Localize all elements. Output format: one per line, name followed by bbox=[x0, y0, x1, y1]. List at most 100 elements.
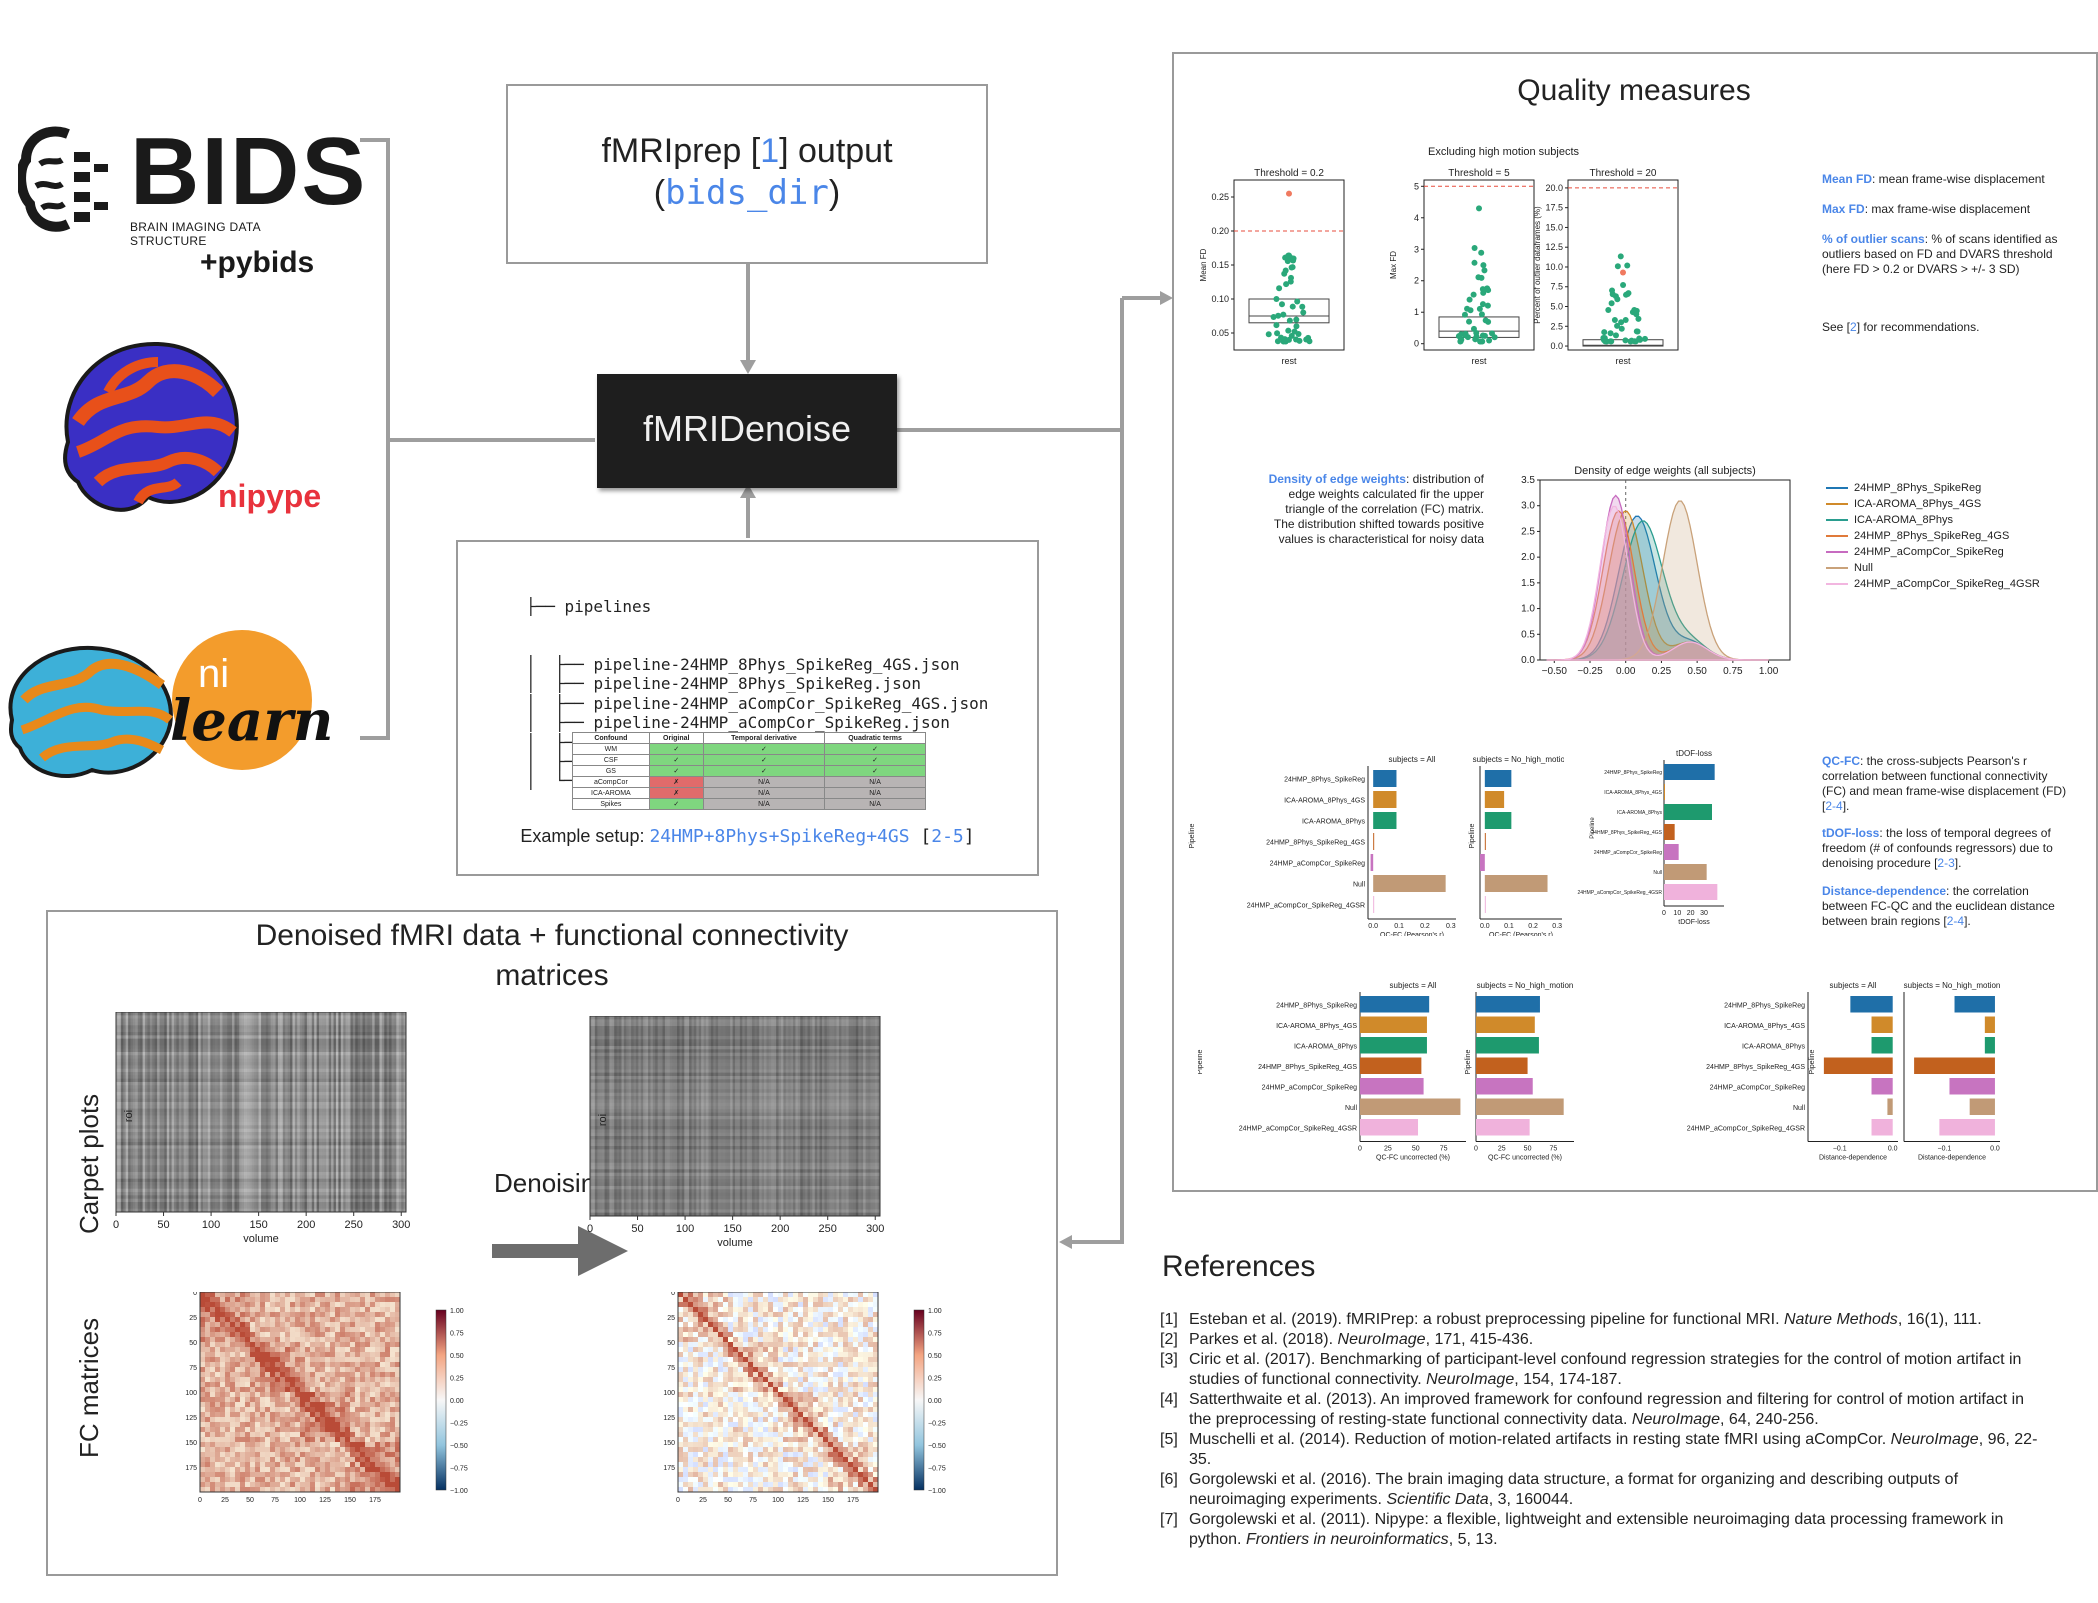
ref-link-qcfc[interactable]: 2-4 bbox=[1825, 799, 1843, 813]
fc-cell bbox=[763, 1327, 769, 1333]
fc-cell bbox=[350, 1332, 356, 1338]
fc-cell bbox=[788, 1317, 794, 1323]
fc-cell bbox=[345, 1487, 351, 1493]
fc-cell bbox=[853, 1462, 859, 1468]
fc-cell bbox=[678, 1292, 684, 1298]
fc-cell bbox=[380, 1317, 386, 1323]
reference-number: [1] bbox=[1160, 1311, 1178, 1328]
density-xtick-label: 0.00 bbox=[1616, 666, 1636, 677]
fc-cell bbox=[738, 1437, 744, 1443]
fc-cell bbox=[325, 1312, 331, 1318]
fc-cell bbox=[683, 1472, 689, 1478]
fc-cell bbox=[270, 1452, 276, 1458]
fc-cell bbox=[753, 1417, 759, 1423]
fc-cell bbox=[210, 1387, 216, 1393]
fc-cell bbox=[718, 1387, 724, 1393]
fc-cell bbox=[803, 1462, 809, 1468]
fc-cell bbox=[235, 1317, 241, 1323]
fc-cell bbox=[798, 1422, 804, 1428]
fc-cell bbox=[290, 1372, 296, 1378]
fc-cell bbox=[360, 1322, 366, 1328]
fc-cell bbox=[375, 1387, 381, 1393]
fc-cell bbox=[773, 1457, 779, 1463]
fc-cell bbox=[375, 1382, 381, 1388]
fc-cell bbox=[355, 1412, 361, 1418]
fc-cell bbox=[265, 1362, 271, 1368]
fc-cell bbox=[773, 1302, 779, 1308]
fc-cell bbox=[773, 1387, 779, 1393]
fc-cell bbox=[793, 1482, 799, 1488]
fc-cell bbox=[828, 1312, 834, 1318]
fc-cell bbox=[355, 1302, 361, 1308]
carpet-row bbox=[590, 1106, 880, 1110]
fc-cell bbox=[255, 1447, 261, 1453]
density-title: Density of edge weights (all subjects) bbox=[1574, 465, 1756, 477]
fc-cell bbox=[390, 1292, 396, 1298]
carpet-row bbox=[590, 1069, 880, 1073]
fc-cell bbox=[300, 1372, 306, 1378]
fc-cell bbox=[683, 1357, 689, 1363]
fc-cell bbox=[375, 1437, 381, 1443]
fc-cell bbox=[683, 1437, 689, 1443]
fc-cell bbox=[225, 1482, 231, 1488]
fc-cell bbox=[698, 1457, 704, 1463]
fc-cell bbox=[713, 1472, 719, 1478]
bar bbox=[1360, 1078, 1424, 1095]
fc-cell bbox=[853, 1302, 859, 1308]
fc-cell bbox=[245, 1402, 251, 1408]
fc-cell bbox=[848, 1482, 854, 1488]
fc-cell bbox=[808, 1477, 814, 1483]
fc-cell bbox=[753, 1402, 759, 1408]
fc-cell bbox=[320, 1467, 326, 1473]
carpet-stripe bbox=[698, 1016, 702, 1216]
fc-cell bbox=[375, 1372, 381, 1378]
ref-link-2-5[interactable]: 2-5 bbox=[931, 826, 964, 847]
fc-cell bbox=[380, 1452, 386, 1458]
fc-cell bbox=[808, 1292, 814, 1298]
ref-link-1[interactable]: 1 bbox=[760, 132, 780, 170]
fc-cell bbox=[275, 1367, 281, 1373]
fc-cell bbox=[265, 1387, 271, 1393]
fc-cell bbox=[718, 1357, 724, 1363]
fc-cell bbox=[713, 1357, 719, 1363]
fc-cell bbox=[250, 1367, 256, 1373]
fc-cell bbox=[360, 1317, 366, 1323]
fc-cell bbox=[713, 1302, 719, 1308]
fc-cell bbox=[305, 1297, 311, 1303]
ref-link-tdof[interactable]: 2-3 bbox=[1937, 856, 1955, 870]
fc-cell bbox=[240, 1352, 246, 1358]
fc-cell bbox=[808, 1407, 814, 1413]
fc-cell bbox=[683, 1332, 689, 1338]
fc-cell bbox=[265, 1327, 271, 1333]
fc-cell bbox=[728, 1482, 734, 1488]
fc-cell bbox=[360, 1297, 366, 1303]
carpet-ylabel: roi bbox=[597, 1114, 609, 1126]
fc-cell bbox=[340, 1427, 346, 1433]
fc-cell bbox=[743, 1482, 749, 1488]
fc-cell bbox=[738, 1422, 744, 1428]
ref-link-dist[interactable]: 2-4 bbox=[1946, 914, 1965, 928]
fc-cell bbox=[395, 1437, 401, 1443]
fc-cell bbox=[320, 1482, 326, 1488]
carpet-row bbox=[590, 1036, 880, 1040]
ref-link-2[interactable]: 2 bbox=[1850, 320, 1857, 334]
fc-cell bbox=[280, 1407, 286, 1413]
reference-journal: NeuroImage bbox=[1631, 1411, 1720, 1428]
fc-cell bbox=[833, 1387, 839, 1393]
swarm-point bbox=[1478, 311, 1485, 318]
fc-cell bbox=[743, 1352, 749, 1358]
fc-cell bbox=[708, 1302, 714, 1308]
fc-cell bbox=[768, 1402, 774, 1408]
swarm-ytick-label: 17.5 bbox=[1545, 203, 1563, 213]
fc-cell bbox=[743, 1437, 749, 1443]
confound-table-row: GS ✓ ✓ ✓ bbox=[572, 765, 926, 777]
fc-cell bbox=[260, 1417, 266, 1423]
fc-cell bbox=[698, 1382, 704, 1388]
carpet-stripe bbox=[604, 1016, 608, 1216]
fc-cell bbox=[773, 1347, 779, 1353]
carpet-row bbox=[116, 1038, 406, 1042]
carpet-row bbox=[590, 1072, 880, 1076]
fc-cell bbox=[235, 1337, 241, 1343]
fc-cell bbox=[813, 1392, 819, 1398]
pipeline-axis-label: Pipeline bbox=[1590, 817, 1596, 839]
